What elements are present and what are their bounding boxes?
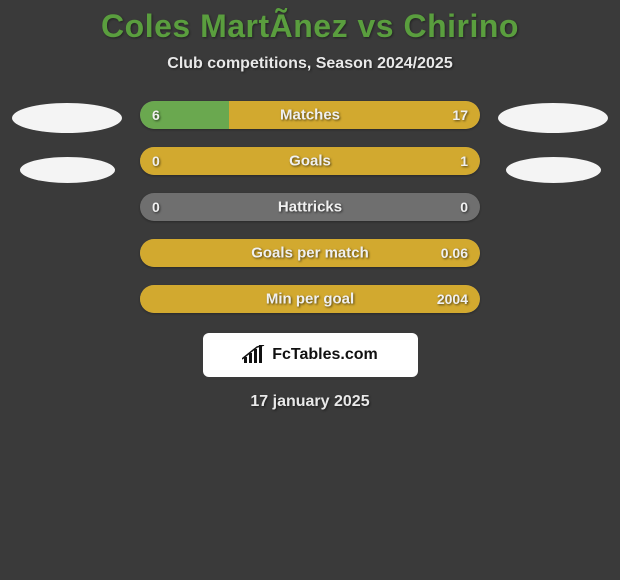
stat-bar-right-fill <box>229 101 480 129</box>
player-right-badge-placeholder <box>506 157 601 183</box>
player-right-avatar-placeholder <box>498 103 608 133</box>
stat-left-value: 0 <box>152 199 160 215</box>
stats-area: 6 Matches 17 0 Goals 1 0 Hattricks 0 Goals per ma… <box>0 101 620 313</box>
stat-right-value: 1 <box>460 153 468 169</box>
stat-bar: Min per goal 2004 <box>140 285 480 313</box>
stat-left-value: 0 <box>152 153 160 169</box>
subtitle: Club competitions, Season 2024/2025 <box>167 55 452 73</box>
right-player-col <box>498 101 608 183</box>
stat-bars: 6 Matches 17 0 Goals 1 0 Hattricks 0 Goals per ma… <box>140 101 480 313</box>
player-left-badge-placeholder <box>20 157 115 183</box>
date-text: 17 january 2025 <box>250 393 369 411</box>
stat-label: Hattricks <box>278 199 342 216</box>
player-left-avatar-placeholder <box>12 103 122 133</box>
stat-bar: 6 Matches 17 <box>140 101 480 129</box>
source-badge[interactable]: FcTables.com <box>203 333 418 377</box>
page-title: Coles MartÃ­nez vs Chirino <box>101 8 519 45</box>
source-badge-text: FcTables.com <box>272 346 378 364</box>
stat-left-value: 6 <box>152 107 160 123</box>
stat-right-value: 0 <box>460 199 468 215</box>
stat-right-value: 0.06 <box>441 245 468 261</box>
stat-bar: 0 Goals 1 <box>140 147 480 175</box>
stat-right-value: 2004 <box>437 291 468 307</box>
stat-label: Min per goal <box>266 291 354 308</box>
left-player-col <box>12 101 122 183</box>
stat-bar: 0 Hattricks 0 <box>140 193 480 221</box>
stat-label: Matches <box>280 107 340 124</box>
stat-bar: Goals per match 0.06 <box>140 239 480 267</box>
stat-label: Goals <box>289 153 331 170</box>
chart-icon <box>242 345 266 365</box>
stat-right-value: 17 <box>452 107 468 123</box>
comparison-card: Coles MartÃ­nez vs Chirino Club competit… <box>0 0 620 411</box>
stat-label: Goals per match <box>251 245 369 262</box>
